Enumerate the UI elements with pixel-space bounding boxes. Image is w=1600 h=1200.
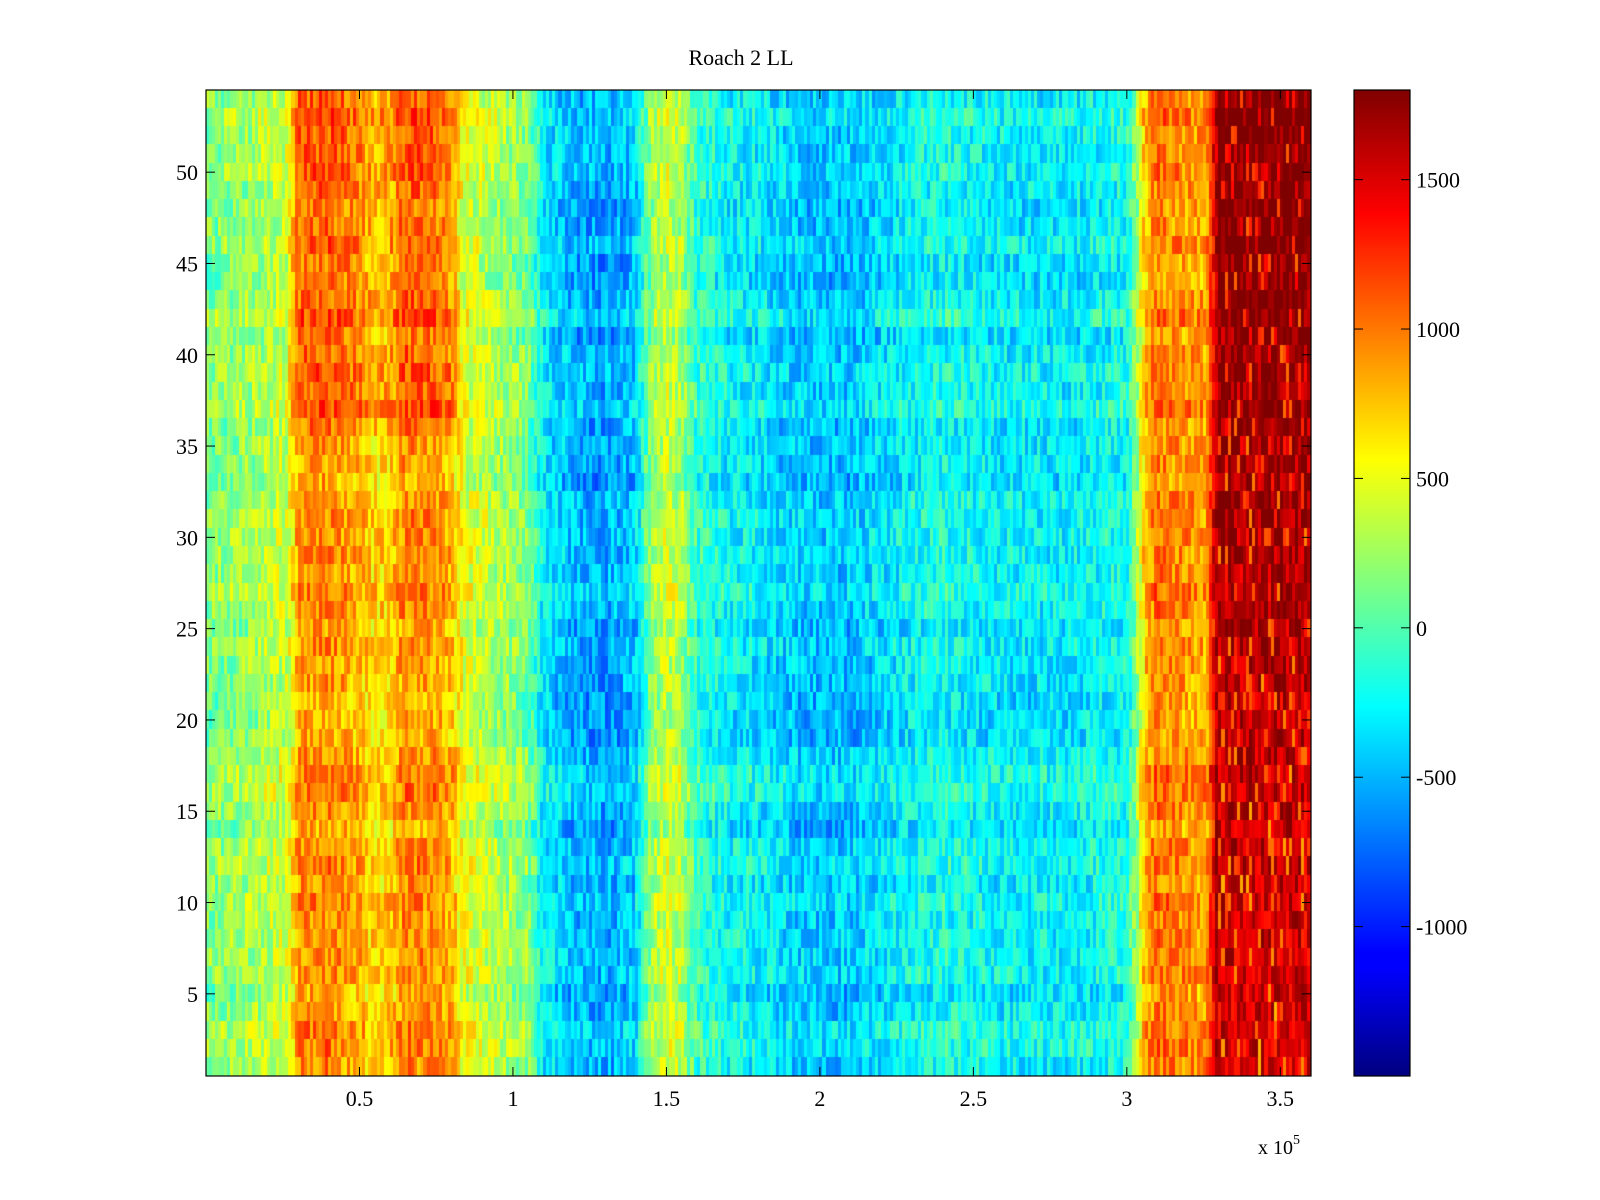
y-tick-label: 20 (176, 708, 198, 733)
colorbar-tick-label: 500 (1416, 466, 1449, 491)
y-tick-label: 45 (176, 251, 198, 276)
x-tick-label: 1.5 (653, 1086, 681, 1111)
x-tick-label: 1 (507, 1086, 518, 1111)
x-exponent-power: 5 (1293, 1133, 1300, 1148)
y-tick-label: 35 (176, 434, 198, 459)
x-tick-label: 2 (814, 1086, 825, 1111)
y-tick-label: 30 (176, 525, 198, 550)
x-tick-label: 3 (1121, 1086, 1132, 1111)
x-axis-ticks: 0.5 1 1.5 2 2.5 3 3.5 (346, 90, 1294, 1111)
colorbar-tick-label: 1500 (1416, 168, 1460, 193)
colorbar-tick-label: 1000 (1416, 317, 1460, 342)
x-tick-label: 0.5 (346, 1086, 374, 1111)
y-tick-label: 15 (176, 799, 198, 824)
heatmap-plot-area (206, 90, 1311, 1076)
y-tick-label: 5 (187, 982, 198, 1007)
heatmap-cells (206, 90, 1311, 1076)
plot-frame (205, 89, 1312, 1077)
colorbar-tick-label: -500 (1416, 765, 1456, 790)
colorbar-tick-label: -1000 (1416, 915, 1467, 940)
y-tick-label: 50 (176, 160, 198, 185)
x-axis-exponent-label: x 105 (1258, 1133, 1300, 1159)
y-tick-label: 25 (176, 617, 198, 642)
x-tick-label: 3.5 (1267, 1086, 1295, 1111)
colorbar-tick-label: 0 (1416, 616, 1427, 641)
colorbar-ticks: -1000 -500 0 500 1000 1500 (1354, 168, 1467, 940)
y-axis-ticks: 5 10 15 20 25 30 35 40 45 50 (176, 160, 1311, 1007)
colorbar (1353, 89, 1411, 1077)
x-tick-label: 2.5 (960, 1086, 988, 1111)
y-tick-label: 10 (176, 891, 198, 916)
y-tick-label: 40 (176, 343, 198, 368)
x-exponent-base: x 10 (1258, 1137, 1293, 1159)
chart-title: Roach 2 LL (688, 45, 793, 70)
